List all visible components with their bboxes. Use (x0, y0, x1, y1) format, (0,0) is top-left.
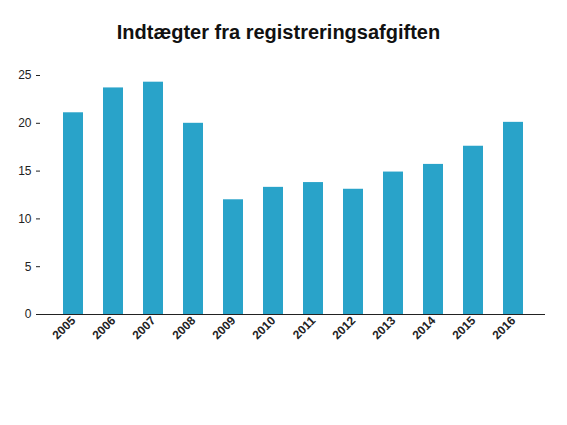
svg-text:2006: 2006 (90, 313, 119, 342)
svg-text:2013: 2013 (370, 313, 399, 342)
svg-text:2008: 2008 (170, 313, 199, 342)
svg-text:15: 15 (18, 164, 32, 178)
svg-text:2005: 2005 (50, 313, 79, 342)
svg-text:2007: 2007 (130, 313, 159, 342)
svg-text:20: 20 (18, 116, 32, 130)
svg-text:2010: 2010 (250, 313, 279, 342)
svg-text:2016: 2016 (490, 313, 519, 342)
svg-text:2012: 2012 (330, 313, 359, 342)
svg-text:0: 0 (25, 307, 32, 321)
svg-text:10: 10 (18, 212, 32, 226)
svg-text:5: 5 (25, 260, 32, 274)
svg-text:2009: 2009 (210, 313, 239, 342)
svg-text:2015: 2015 (450, 313, 479, 342)
svg-text:2014: 2014 (410, 313, 439, 342)
svg-text:25: 25 (18, 68, 32, 82)
html-text:Indtægter fra registreringsafg: Indtægter fra registreringsafgiften (116, 21, 441, 43)
svg-text:2011: 2011 (290, 313, 319, 342)
